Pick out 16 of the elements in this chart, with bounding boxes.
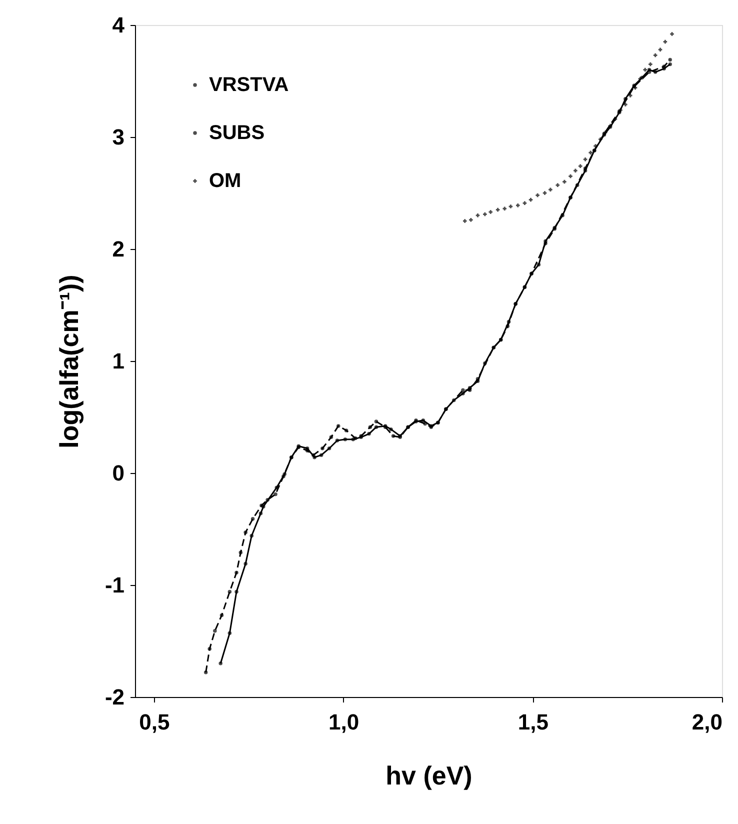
x-tick-label: 0,5 [139, 710, 170, 734]
y-axis-title: log(alfa(cm⁻¹)) [54, 274, 84, 448]
y-tick-label: 4 [112, 12, 126, 38]
x-tick-label: 1,0 [328, 710, 360, 734]
y-tick-label: 0 [112, 460, 124, 486]
x-axis-title: hv (eV) [386, 760, 472, 790]
legend-label: SUBS [209, 122, 265, 144]
legend-label: OM [209, 170, 242, 192]
y-tick-label: 2 [112, 236, 124, 262]
x-tick-label: 2,0 [692, 710, 722, 734]
legend-label: VRSTVA [209, 74, 289, 96]
y-tick-label: -1 [104, 572, 124, 598]
y-tick-label: -2 [104, 684, 124, 710]
x-tick-label: 1,5 [518, 710, 548, 734]
y-tick-label: 1 [112, 348, 124, 374]
y-tick-label: 3 [112, 124, 124, 150]
